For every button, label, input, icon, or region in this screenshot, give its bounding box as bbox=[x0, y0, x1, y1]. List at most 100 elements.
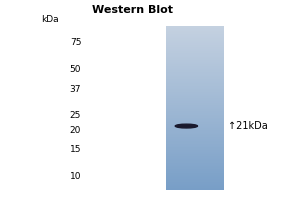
Bar bbox=[166, 100, 224, 101]
Bar bbox=[166, 120, 224, 121]
Bar bbox=[166, 170, 224, 171]
Bar bbox=[166, 154, 224, 155]
Bar bbox=[166, 138, 224, 139]
Bar bbox=[166, 186, 224, 187]
Bar bbox=[166, 131, 224, 132]
Bar bbox=[166, 161, 224, 162]
Bar bbox=[166, 142, 224, 143]
Bar bbox=[166, 51, 224, 52]
Bar bbox=[166, 50, 224, 51]
Bar bbox=[166, 168, 224, 169]
Bar bbox=[166, 126, 224, 127]
Bar bbox=[166, 109, 224, 110]
Bar bbox=[166, 110, 224, 111]
Bar bbox=[166, 48, 224, 49]
Bar bbox=[166, 54, 224, 55]
Bar bbox=[166, 118, 224, 119]
Bar bbox=[166, 98, 224, 99]
Bar bbox=[166, 57, 224, 58]
Bar bbox=[166, 80, 224, 81]
Bar bbox=[166, 61, 224, 62]
Bar bbox=[166, 156, 224, 157]
Bar bbox=[166, 184, 224, 185]
Bar bbox=[166, 71, 224, 72]
Bar bbox=[166, 106, 224, 107]
Bar bbox=[166, 59, 224, 60]
Bar bbox=[166, 32, 224, 33]
Bar bbox=[166, 37, 224, 38]
Bar bbox=[166, 39, 224, 40]
Bar bbox=[166, 107, 224, 108]
Text: Western Blot: Western Blot bbox=[92, 5, 173, 15]
Bar bbox=[166, 66, 224, 67]
Bar bbox=[166, 30, 224, 31]
Bar bbox=[166, 104, 224, 105]
Bar bbox=[166, 117, 224, 118]
Bar bbox=[166, 53, 224, 54]
Bar bbox=[166, 86, 224, 87]
Bar bbox=[166, 137, 224, 138]
Bar bbox=[166, 151, 224, 152]
Bar bbox=[166, 108, 224, 109]
Bar bbox=[166, 119, 224, 120]
Bar bbox=[166, 111, 224, 112]
Bar bbox=[166, 70, 224, 71]
Bar bbox=[166, 96, 224, 97]
Bar bbox=[166, 123, 224, 124]
Bar bbox=[166, 114, 224, 115]
Bar bbox=[166, 44, 224, 45]
Bar bbox=[166, 164, 224, 165]
Bar bbox=[166, 128, 224, 129]
Bar bbox=[166, 112, 224, 113]
Bar bbox=[166, 67, 224, 68]
Bar bbox=[166, 26, 224, 27]
Bar bbox=[166, 93, 224, 94]
Bar bbox=[166, 129, 224, 130]
Bar bbox=[166, 101, 224, 102]
Bar bbox=[166, 75, 224, 76]
Bar bbox=[166, 125, 224, 126]
Bar bbox=[166, 84, 224, 85]
Bar bbox=[166, 91, 224, 92]
Bar bbox=[166, 163, 224, 164]
Bar bbox=[166, 116, 224, 117]
Bar bbox=[166, 69, 224, 70]
Bar bbox=[166, 152, 224, 153]
Bar bbox=[166, 173, 224, 174]
Bar bbox=[166, 68, 224, 69]
Bar bbox=[166, 134, 224, 135]
Bar bbox=[166, 58, 224, 59]
Bar bbox=[166, 133, 224, 134]
Bar bbox=[166, 183, 224, 184]
Bar bbox=[166, 113, 224, 114]
Bar bbox=[166, 83, 224, 84]
Bar bbox=[166, 172, 224, 173]
Bar bbox=[166, 38, 224, 39]
Bar bbox=[166, 122, 224, 123]
Bar bbox=[166, 56, 224, 57]
Bar bbox=[166, 177, 224, 178]
Bar bbox=[166, 127, 224, 128]
Bar bbox=[166, 60, 224, 61]
Bar bbox=[166, 167, 224, 168]
Bar bbox=[166, 176, 224, 177]
Bar bbox=[166, 92, 224, 93]
Bar bbox=[166, 121, 224, 122]
Bar bbox=[166, 189, 224, 190]
Bar bbox=[166, 89, 224, 90]
Bar bbox=[166, 143, 224, 144]
Bar bbox=[166, 169, 224, 170]
Bar bbox=[166, 115, 224, 116]
Bar bbox=[166, 136, 224, 137]
Bar bbox=[166, 146, 224, 147]
Bar bbox=[166, 42, 224, 43]
Bar bbox=[166, 47, 224, 48]
Bar bbox=[166, 181, 224, 182]
Bar bbox=[166, 35, 224, 36]
Bar bbox=[166, 147, 224, 148]
Bar bbox=[166, 85, 224, 86]
Text: kDa: kDa bbox=[41, 15, 59, 24]
Bar bbox=[166, 159, 224, 160]
Bar bbox=[166, 139, 224, 140]
Bar bbox=[166, 135, 224, 136]
